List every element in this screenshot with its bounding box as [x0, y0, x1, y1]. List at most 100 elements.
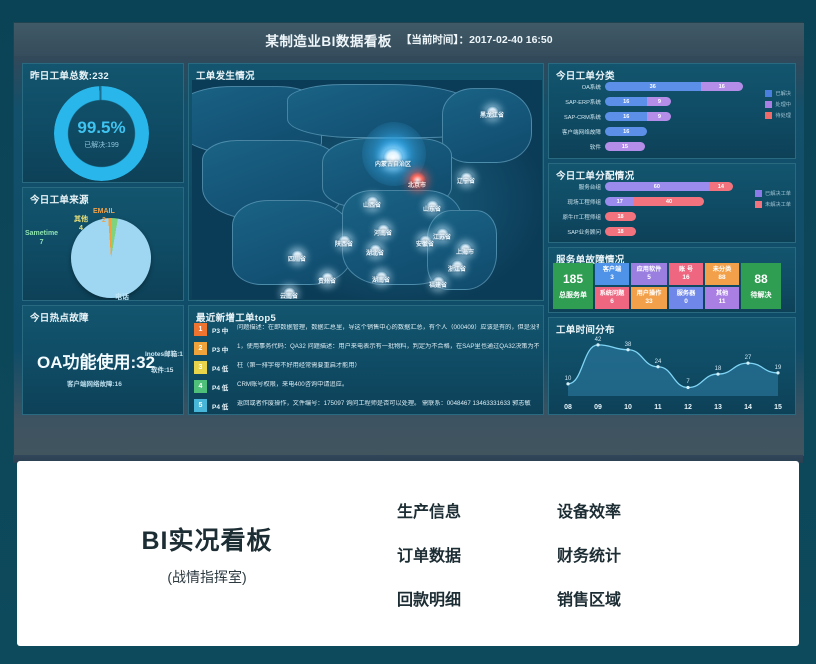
- data-point: [746, 361, 750, 365]
- top5-row[interactable]: 2 P3 中 1，使用事务代码：QA32 问题描述：用户来电表示有一批物料，判定为不…: [194, 341, 539, 358]
- legend-label: 已解决: [775, 91, 791, 97]
- map-marker[interactable]: 安徽省: [416, 235, 434, 248]
- bar-label: OA系统: [581, 84, 601, 91]
- map-marker-label: 山西省: [363, 203, 382, 209]
- map-marker[interactable]: 上海市: [456, 243, 474, 256]
- map-marker[interactable]: 辽宁省: [457, 172, 475, 185]
- bar-track: 16: [605, 127, 743, 136]
- legend-item[interactable]: 处理中: [765, 101, 791, 108]
- treemap-cell[interactable]: 应用软件 5: [631, 263, 667, 285]
- map-marker-glow-icon: [485, 106, 499, 119]
- bar-label: SAP关键用户: [553, 243, 605, 244]
- bar-track: 16 9: [605, 112, 743, 121]
- treemap-cell[interactable]: 账 号 16: [669, 263, 703, 285]
- axis-tick-label: 10: [624, 404, 632, 411]
- top5-row[interactable]: 3 P4 低 柱（第一排字母不好用经常需要重启才能用）: [194, 360, 539, 377]
- panel-order-source: 今日工单来源 EMAIL 2 其他 4 Sametime 7: [22, 187, 184, 301]
- category-bar-chart: OA系统 36 16 SAP-ERP系统 16 9 SAP-CRM系统 16 9 客户端网络故障 1…: [553, 80, 743, 155]
- data-point-label: 7: [686, 379, 690, 386]
- map-marker-label: 福建省: [429, 283, 448, 289]
- treemap-cell[interactable]: 系统问题 6: [595, 287, 629, 309]
- treemap-cell[interactable]: 服务器 0: [669, 287, 703, 309]
- map-marker-label: 四川省: [288, 257, 307, 263]
- map-marker[interactable]: 湖南省: [372, 271, 390, 284]
- top5-rank-badge: 5: [194, 399, 207, 412]
- treemap-label: 客户端: [602, 266, 622, 274]
- map-marker[interactable]: 陕西省: [335, 235, 353, 248]
- map-marker[interactable]: 山西省: [363, 196, 381, 209]
- feature-link[interactable]: 设备效率: [557, 503, 622, 521]
- panel-order-assignment: 今日工单分配情况 服务台组 60 14 现场工程师组 17 40 原牛IT工程师组 18 SAP…: [548, 163, 796, 243]
- map-marker[interactable]: 浙江省: [448, 260, 466, 273]
- panel-title-order-category: 今日工单分类: [556, 71, 615, 82]
- top5-rank-badge: 2: [194, 342, 207, 355]
- treemap-label: 应用软件: [636, 266, 662, 274]
- legend-item[interactable]: 未解决工单: [755, 201, 791, 208]
- top5-rank-badge: 3: [194, 361, 207, 374]
- map-marker-glow-icon: [374, 271, 388, 284]
- map-marker-label: 内蒙古自治区: [375, 162, 412, 168]
- map-marker-glow-icon: [418, 235, 432, 248]
- map-marker[interactable]: 内蒙古自治区: [375, 148, 411, 168]
- treemap-cell[interactable]: 用户操作 33: [631, 287, 667, 309]
- donut-ring: [54, 86, 149, 181]
- feature-link[interactable]: 销售区域: [557, 591, 622, 609]
- map-marker[interactable]: 江苏省: [433, 228, 451, 241]
- top5-row[interactable]: 1 P3 中 问题描述：在即数据管理，数据汇总里，导这个销售中心的数据汇总，有个人（…: [194, 322, 539, 339]
- axis-tick-label: 15: [774, 404, 782, 411]
- treemap-cell[interactable]: 其他 11: [705, 287, 739, 309]
- axis-tick-label: 12: [684, 404, 692, 411]
- treemap-value: 88: [754, 272, 768, 287]
- bar-segment: 16: [605, 127, 648, 136]
- map-marker[interactable]: 贵州省: [318, 272, 336, 285]
- top5-priority: P4 低: [212, 366, 229, 373]
- wordcloud-term-c: 客户端网络故障:16: [67, 381, 122, 388]
- bar-segment: 36: [605, 82, 701, 91]
- feature-link[interactable]: 订单数据: [397, 547, 462, 565]
- map-marker-label: 河南省: [374, 231, 393, 237]
- top5-row[interactable]: 4 P4 低 CRM账号权限，来电400咨询中请追应。: [194, 379, 539, 396]
- axis-tick-label: 09: [594, 404, 602, 411]
- bar-track: 17 40: [605, 197, 733, 206]
- bar-row: 软件 15: [553, 140, 743, 153]
- map-marker-glow-icon: [425, 200, 439, 213]
- pie-label-phone: 电话 172: [115, 294, 129, 301]
- map-marker[interactable]: 山东省: [423, 200, 441, 213]
- fault-treemap: 185 总服务单 客户端 3 系统问题 6 应用软件 5 用户操作 33 账 号 16 服务器 0 未分类 8…: [553, 263, 791, 309]
- treemap-total-cell[interactable]: 185 总服务单: [553, 263, 593, 309]
- top5-row[interactable]: 5 P4 低 返回或者作废操作，文件编号：175097 询问工程师是否可以处理。 需…: [194, 398, 539, 414]
- bar-segment: 9: [647, 112, 672, 121]
- china-map[interactable]: 黑龙江省内蒙古自治区辽宁省 北京市山西省 山东省河南省 江苏省陕西省 安徽省上海市四川省…: [192, 80, 542, 299]
- treemap-cell[interactable]: 客户端 3: [595, 263, 629, 285]
- feature-link[interactable]: 财务统计: [557, 547, 622, 565]
- map-marker[interactable]: 黑龙江省: [480, 106, 504, 119]
- bar-segment: 17: [605, 197, 635, 206]
- brand-block: BI实况看板 (战情指挥室): [17, 521, 397, 587]
- wordcloud-term-primary: OA功能使用:32: [37, 353, 156, 372]
- map-marker[interactable]: 北京市: [408, 172, 426, 189]
- bar-row: SAP关键用户5: [553, 240, 733, 244]
- treemap-cell[interactable]: 未分类 88: [705, 263, 739, 285]
- legend-item[interactable]: 待处理: [765, 112, 791, 119]
- legend-item[interactable]: 已解决工单: [755, 190, 791, 197]
- panel-title-order-map: 工单发生情况: [196, 71, 255, 82]
- map-marker-label: 黑龙江省: [480, 113, 505, 119]
- map-marker[interactable]: 福建省: [429, 276, 447, 289]
- map-marker-glow-icon: [459, 172, 473, 185]
- treemap-value: 0: [684, 297, 688, 305]
- legend-item[interactable]: 已解决: [765, 90, 791, 97]
- feature-link[interactable]: 回款明细: [397, 591, 462, 609]
- map-marker[interactable]: 河南省: [374, 224, 392, 237]
- bottom-info-card: BI实况看板 (战情指挥室) 生产信息 设备效率订单数据 财务统计回款明细 销售区域: [17, 461, 799, 646]
- map-marker-label: 湖北省: [366, 251, 385, 257]
- map-marker[interactable]: 湖北省: [366, 244, 384, 257]
- treemap-pending-cell[interactable]: 88 待解决: [741, 263, 781, 309]
- map-marker-label: 浙江省: [448, 267, 467, 273]
- wordcloud-term-a: lnotes邮箱:11: [145, 351, 184, 358]
- map-marker[interactable]: 云南省: [280, 287, 298, 299]
- data-point: [776, 371, 780, 375]
- feature-link[interactable]: 生产信息: [397, 503, 462, 521]
- map-marker-glow-icon: [337, 235, 351, 248]
- map-marker[interactable]: 四川省: [288, 250, 306, 263]
